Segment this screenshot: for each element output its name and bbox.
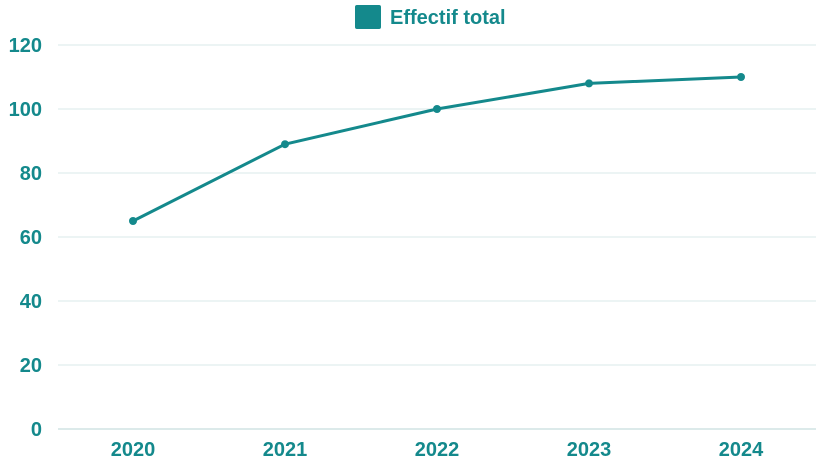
x-axis: 2020 2021 2022 2023 2024 <box>111 439 764 461</box>
legend-label: Effectif total <box>390 7 506 29</box>
data-point-2024 <box>737 73 745 81</box>
y-tick-label: 120 <box>9 35 42 57</box>
x-tick-label: 2023 <box>567 439 612 461</box>
x-tick-label: 2022 <box>415 439 460 461</box>
y-tick-label: 60 <box>20 227 42 249</box>
data-point-2021 <box>281 140 289 149</box>
series-effectif-total <box>129 73 745 225</box>
gridlines <box>58 44 816 430</box>
y-tick-label: 20 <box>20 355 42 377</box>
x-tick-label: 2021 <box>263 439 308 461</box>
legend-swatch <box>355 5 381 29</box>
y-tick-label: 40 <box>20 291 42 313</box>
data-point-2023 <box>585 79 593 88</box>
data-point-2020 <box>129 217 137 225</box>
y-tick-label: 80 <box>20 163 42 185</box>
legend: Effectif total <box>355 5 506 29</box>
data-point-2022 <box>433 105 441 113</box>
y-axis: 0 20 40 60 80 100 120 <box>9 35 42 441</box>
x-tick-label: 2024 <box>719 439 764 461</box>
y-tick-label: 0 <box>31 419 42 441</box>
y-tick-label: 100 <box>9 99 42 121</box>
x-tick-label: 2020 <box>111 439 156 461</box>
series-line <box>131 75 743 223</box>
